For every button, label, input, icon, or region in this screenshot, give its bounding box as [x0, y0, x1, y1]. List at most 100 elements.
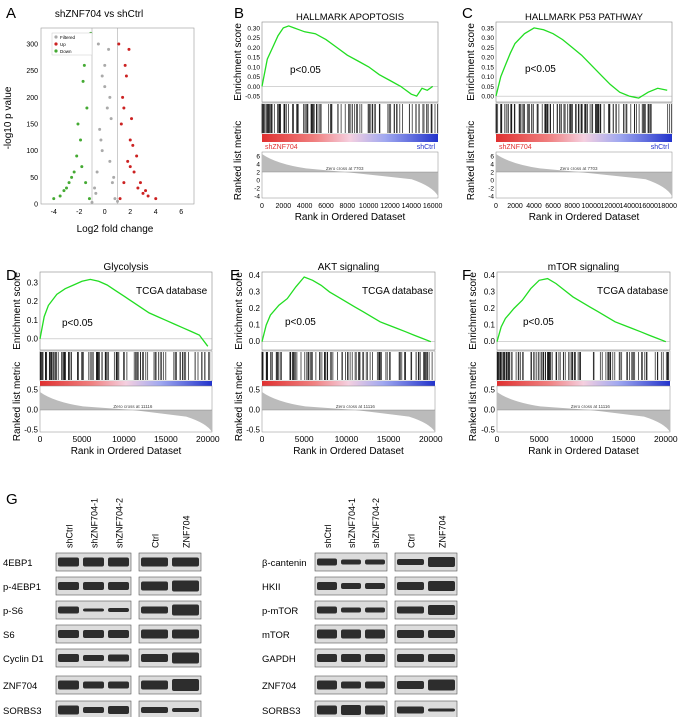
lane-label: Ctrl [407, 534, 417, 548]
x-axis-label: Log2 fold change [77, 224, 154, 235]
es-tick-label: 0.15 [481, 64, 494, 71]
x-tick-label: 15000 [154, 434, 178, 444]
blot-band [108, 557, 129, 567]
x-tick-label: 4 [154, 209, 158, 216]
x-tick-labels: -4 -2 0 2 4 6 [51, 209, 184, 216]
es-curve [39, 278, 209, 347]
data-point [109, 117, 113, 121]
blot-band [141, 680, 168, 690]
es-frame [495, 21, 673, 103]
blot-band [108, 706, 129, 714]
blot-band [365, 654, 385, 662]
data-point [62, 189, 66, 193]
es-tick-label: 0.1 [249, 321, 261, 330]
es-tick-label: 0.20 [247, 45, 260, 52]
database-label: TCGA database [362, 286, 434, 297]
es-tick-label: -0.05 [245, 94, 260, 101]
blot-band [108, 630, 129, 638]
y-axis-label-es: Enrichment score [234, 272, 245, 350]
rank-tick-label: 0.0 [484, 406, 496, 415]
x-tick-label: 12000 [380, 203, 400, 210]
data-point [126, 159, 130, 163]
es-frame [261, 21, 439, 103]
x-tick-label: 16000 [423, 203, 443, 210]
es-tick-label: 0.2 [27, 297, 39, 306]
blot-band [172, 629, 199, 639]
blot-band [83, 630, 104, 638]
x-tick-label: 6 [179, 209, 183, 216]
data-point [84, 181, 88, 185]
y-axis-label-es: Enrichment score [466, 23, 477, 101]
bar-label-right: shCtrl [417, 144, 436, 151]
p-value-label: p<0.05 [523, 317, 554, 328]
y-tick-label: 150 [26, 122, 38, 129]
blot-band [397, 630, 424, 638]
blot-band [317, 582, 337, 590]
blot-band [428, 557, 455, 567]
blot-band [172, 604, 199, 616]
es-tick-label: 0.0 [249, 337, 261, 346]
es-tick-label: 0.4 [249, 271, 261, 280]
data-point [128, 165, 132, 169]
blot-band [397, 606, 424, 614]
blot-band [341, 681, 361, 689]
protein-label: p-mTOR [262, 606, 298, 617]
blot-band [397, 706, 424, 714]
protein-label: β-cantenin [262, 558, 307, 569]
es-tick-label: 0.20 [481, 55, 494, 62]
data-point [105, 106, 109, 110]
data-point [100, 149, 104, 153]
data-point [100, 74, 104, 78]
data-point [108, 95, 112, 99]
rank-tick-label: 2 [256, 170, 260, 177]
x-tick-label: 2 [128, 209, 132, 216]
y-tick-label: 100 [26, 148, 38, 155]
data-point [93, 186, 97, 190]
lane-label: shZNF704-2 [115, 498, 125, 548]
x-tick-label: 4000 [297, 203, 313, 210]
lane-label: Ctrl [151, 534, 161, 548]
es-tick-label: 0.00 [481, 94, 494, 101]
data-point [121, 95, 125, 99]
es-frame [39, 271, 213, 351]
blot-band [397, 654, 424, 662]
zero-cross-label: Zero cross at 7703 [326, 166, 364, 171]
data-point [52, 197, 56, 201]
y-axis-label-es: Enrichment score [468, 272, 479, 350]
rank-tick-label: 0.5 [249, 386, 261, 395]
rank-tick-label: 6 [256, 154, 260, 161]
panel-letter: D [6, 267, 17, 284]
blot-band [428, 708, 455, 712]
es-tick-label: 0.35 [481, 25, 494, 32]
blot-band [365, 607, 385, 613]
panel-letter: F [462, 267, 471, 284]
metric-area [497, 392, 670, 432]
data-point [122, 181, 126, 185]
rank-tick-label: -0.5 [481, 426, 495, 435]
x-tick-label: 5000 [72, 434, 91, 444]
data-point [144, 189, 148, 193]
database-label: TCGA database [136, 286, 208, 297]
es-tick-label: 0.0 [27, 334, 39, 343]
blot-band [108, 654, 129, 662]
protein-label: SORBS3 [262, 706, 301, 717]
blot-band [58, 557, 79, 567]
blot-band [108, 681, 129, 689]
data-point [81, 79, 85, 83]
x-tick-label: 16000 [638, 203, 658, 210]
blot-band [317, 705, 337, 715]
x-tick-label: 5000 [295, 434, 314, 444]
blot-band [428, 581, 455, 591]
x-tick-label: 18000 [658, 203, 678, 210]
panel-d: D Glycolysis 0.3 0.2 0.1 0.0 p<0.05 TCGA databa… [6, 262, 220, 457]
data-point [136, 186, 140, 190]
es-tick-label: 0.10 [247, 64, 260, 71]
x-tick-label: 14000 [619, 203, 639, 210]
es-tick-label: 0.2 [484, 304, 496, 313]
blot-band [365, 705, 385, 715]
y-axis-label-rank: Ranked list metric [468, 362, 479, 441]
data-point [107, 47, 111, 51]
legend-label: Up [60, 42, 66, 47]
x-tick-label: 12000 [600, 203, 620, 210]
